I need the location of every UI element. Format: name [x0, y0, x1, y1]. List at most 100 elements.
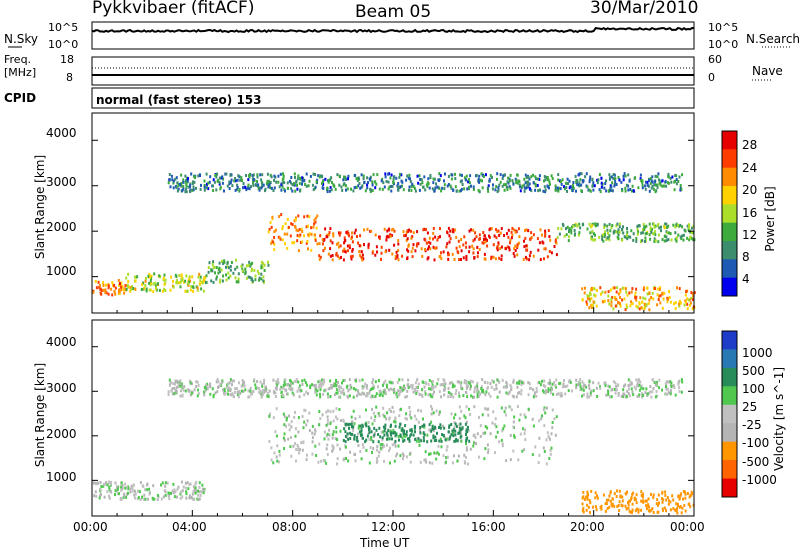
- velocity-cell: [289, 378, 291, 382]
- velocity-cell: [456, 459, 459, 463]
- velocity-cell: [383, 388, 386, 392]
- velocity-cell: [560, 391, 563, 395]
- power-cell: [408, 185, 411, 189]
- power-cell: [501, 184, 504, 188]
- velocity-cell: [203, 385, 206, 389]
- power-cell: [509, 241, 511, 245]
- velocity-cell: [314, 383, 317, 387]
- power-cell: [260, 186, 263, 190]
- velocity-cell: [189, 393, 192, 397]
- velocity-cell: [640, 499, 643, 503]
- power-cell: [187, 177, 189, 181]
- velocity-cell: [364, 440, 367, 444]
- velocity-cell: [340, 386, 343, 390]
- power-cell: [182, 180, 185, 184]
- power-cell: [227, 276, 230, 280]
- power-cell: [673, 188, 676, 192]
- velocity-cell: [393, 459, 396, 463]
- power-cell: [530, 231, 533, 235]
- velocity-cell: [585, 495, 588, 499]
- velocity-cell: [368, 437, 371, 441]
- velocity-cell: [594, 496, 597, 500]
- power-cell: [500, 258, 503, 261]
- velocity-cell: [630, 382, 633, 386]
- velocity-cell: [240, 389, 243, 393]
- velocity-cell: [476, 432, 479, 436]
- velocity-cell: [386, 443, 388, 447]
- vel-cbar-tick-m1000: -1000: [742, 473, 777, 487]
- power-cell: [199, 187, 202, 191]
- velocity-cell: [543, 406, 546, 410]
- velocity-cell: [347, 395, 349, 399]
- velocity-cell: [620, 394, 623, 398]
- velocity-cell: [262, 391, 265, 395]
- power-cell: [641, 300, 644, 304]
- power-cell: [324, 227, 327, 231]
- velocity-cell: [487, 450, 490, 454]
- power-cell: [669, 232, 672, 236]
- velocity-cell: [418, 439, 421, 443]
- power-cell: [384, 172, 387, 176]
- velocity-cell: [423, 433, 426, 437]
- velocity-cell: [288, 428, 291, 432]
- velocity-cell: [125, 495, 128, 499]
- velocity-cell: [334, 382, 337, 386]
- power-cell: [394, 255, 397, 258]
- velocity-cell: [203, 390, 205, 394]
- power-cell: [331, 241, 334, 245]
- power-cell: [290, 176, 293, 179]
- power-cell: [359, 234, 362, 238]
- power-cell: [483, 238, 485, 241]
- power-cell: [270, 175, 273, 179]
- power-cell: [613, 184, 616, 188]
- power-cell: [410, 229, 412, 233]
- power-cell: [615, 183, 618, 186]
- power-cell: [189, 279, 192, 283]
- velocity-cell: [452, 428, 455, 432]
- velocity-cell: [406, 389, 409, 393]
- power-cell: [192, 188, 195, 192]
- velocity-cell: [205, 384, 208, 387]
- velocity-cell: [308, 411, 311, 415]
- velocity-cell: [421, 388, 424, 392]
- velocity-cell: [358, 415, 361, 419]
- velocity-cell: [480, 385, 483, 389]
- power-cell: [557, 227, 560, 230]
- velocity-cell: [319, 384, 321, 388]
- velocity-cell: [308, 429, 311, 432]
- power-cell: [667, 231, 670, 235]
- velocity-cell: [381, 436, 384, 440]
- power-cell: [229, 173, 232, 177]
- velocity-cell: [611, 502, 614, 506]
- velocity-cell: [661, 500, 664, 504]
- velocity-cell: [658, 386, 661, 390]
- power-cell: [613, 229, 616, 233]
- power-cell: [186, 290, 189, 293]
- power-cell: [144, 279, 147, 283]
- velocity-cell: [243, 384, 245, 388]
- power-cell: [163, 287, 166, 291]
- power-cell: [328, 189, 331, 193]
- power-cell: [178, 274, 181, 277]
- velocity-cell: [367, 425, 370, 429]
- station-title: Pykkvibaer (fitACF): [92, 0, 255, 18]
- velocity-cell: [426, 433, 429, 437]
- power-cell: [438, 172, 441, 176]
- power-cell: [447, 226, 450, 230]
- velocity-cell: [453, 454, 455, 458]
- velocity-cell: [422, 431, 425, 435]
- power-cell: [218, 270, 221, 274]
- power-cell: [689, 236, 692, 239]
- power-cell: [236, 183, 239, 187]
- power-cell: [273, 242, 276, 246]
- power-cell: [685, 290, 688, 293]
- power-cell: [653, 225, 656, 229]
- velocity-cell: [624, 492, 627, 495]
- velocity-cell: [586, 496, 589, 500]
- velocity-cell: [663, 506, 666, 510]
- power-cell: [422, 228, 425, 232]
- power-cell: [321, 175, 324, 179]
- velocity-cell: [382, 381, 385, 385]
- velocity-cell: [185, 496, 188, 500]
- power-cell: [327, 179, 330, 183]
